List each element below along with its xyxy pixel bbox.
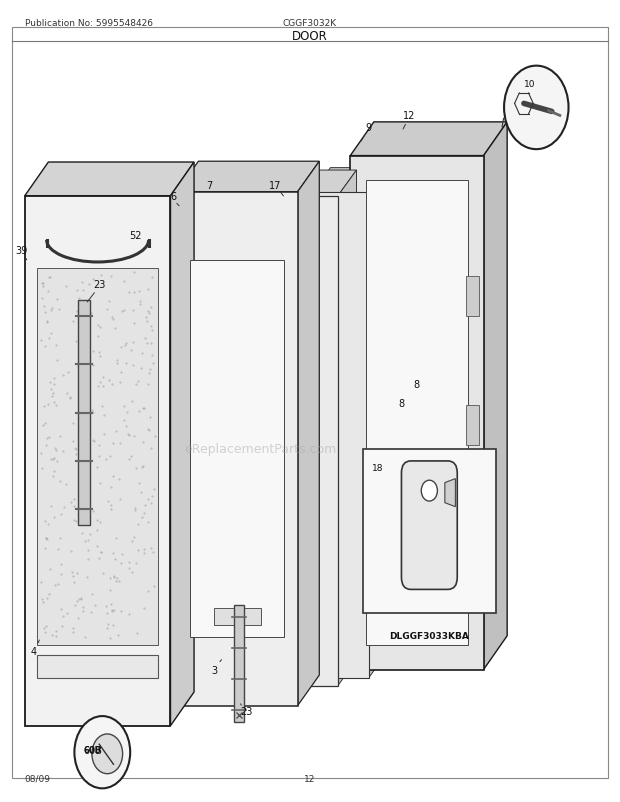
Bar: [466, 533, 479, 573]
Polygon shape: [313, 192, 369, 678]
Text: 60B: 60B: [83, 745, 102, 755]
Polygon shape: [279, 196, 338, 686]
Text: 17: 17: [269, 181, 281, 191]
Text: 7: 7: [206, 181, 213, 191]
Circle shape: [74, 716, 130, 788]
Polygon shape: [313, 168, 386, 192]
Text: 52: 52: [129, 231, 141, 241]
Polygon shape: [369, 168, 386, 678]
Polygon shape: [177, 162, 319, 192]
Text: 8: 8: [414, 380, 420, 390]
Polygon shape: [25, 163, 194, 196]
Bar: [37, 269, 158, 646]
FancyBboxPatch shape: [402, 461, 457, 589]
Text: Publication No: 5995548426: Publication No: 5995548426: [25, 19, 153, 28]
Text: 8: 8: [399, 399, 405, 408]
Polygon shape: [25, 196, 171, 726]
Polygon shape: [279, 171, 356, 196]
Polygon shape: [445, 479, 455, 507]
Bar: [466, 405, 479, 445]
Polygon shape: [234, 606, 244, 722]
Circle shape: [504, 67, 569, 150]
Text: 6: 6: [170, 192, 177, 201]
Circle shape: [92, 734, 123, 774]
Text: DOOR: DOOR: [292, 30, 328, 43]
Polygon shape: [350, 156, 484, 670]
Polygon shape: [298, 162, 319, 706]
Polygon shape: [338, 171, 356, 686]
Bar: [37, 655, 158, 678]
Polygon shape: [177, 192, 298, 706]
Circle shape: [422, 480, 438, 501]
Text: 23: 23: [93, 280, 105, 290]
Text: 9: 9: [365, 124, 371, 133]
Polygon shape: [170, 163, 194, 726]
Polygon shape: [78, 301, 90, 525]
Polygon shape: [350, 123, 507, 156]
Text: 12: 12: [403, 111, 415, 121]
Text: eReplacementParts.com: eReplacementParts.com: [184, 443, 337, 456]
Text: 08/09: 08/09: [25, 774, 51, 783]
Text: 3: 3: [211, 665, 217, 674]
Text: DLGGF3033KBA: DLGGF3033KBA: [389, 631, 469, 640]
Text: 60B: 60B: [83, 745, 102, 755]
Polygon shape: [190, 261, 284, 638]
Text: 39: 39: [16, 245, 28, 255]
Text: 10: 10: [525, 79, 536, 89]
Polygon shape: [366, 180, 468, 646]
Text: 12: 12: [304, 774, 316, 783]
Text: 23: 23: [241, 707, 253, 716]
Bar: [214, 608, 260, 626]
Bar: [466, 277, 479, 317]
Text: 4: 4: [31, 646, 37, 656]
Text: CGGF3032K: CGGF3032K: [283, 19, 337, 28]
Polygon shape: [484, 123, 507, 670]
Text: 18: 18: [372, 464, 384, 472]
Bar: [363, 449, 496, 614]
